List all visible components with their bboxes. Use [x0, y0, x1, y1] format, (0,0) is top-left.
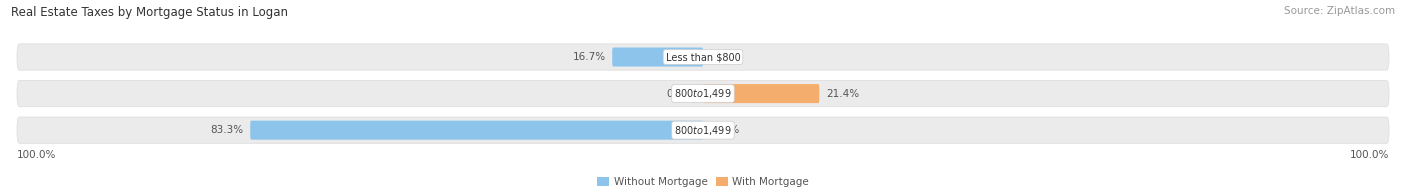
- Text: Real Estate Taxes by Mortgage Status in Logan: Real Estate Taxes by Mortgage Status in …: [11, 6, 288, 19]
- FancyBboxPatch shape: [17, 81, 1389, 107]
- Text: 0.0%: 0.0%: [666, 89, 693, 99]
- Text: $800 to $1,499: $800 to $1,499: [675, 87, 731, 100]
- FancyBboxPatch shape: [612, 48, 703, 66]
- Text: 0.0%: 0.0%: [713, 52, 740, 62]
- Text: Source: ZipAtlas.com: Source: ZipAtlas.com: [1284, 6, 1395, 16]
- Text: 100.0%: 100.0%: [1350, 150, 1389, 160]
- Legend: Without Mortgage, With Mortgage: Without Mortgage, With Mortgage: [593, 173, 813, 191]
- Text: 83.3%: 83.3%: [211, 125, 243, 135]
- FancyBboxPatch shape: [17, 117, 1389, 143]
- Text: Less than $800: Less than $800: [665, 52, 741, 62]
- Text: 0.0%: 0.0%: [713, 125, 740, 135]
- FancyBboxPatch shape: [703, 84, 820, 103]
- FancyBboxPatch shape: [17, 44, 1389, 70]
- Text: 16.7%: 16.7%: [572, 52, 606, 62]
- Text: 21.4%: 21.4%: [825, 89, 859, 99]
- Text: 100.0%: 100.0%: [17, 150, 56, 160]
- Text: $800 to $1,499: $800 to $1,499: [675, 124, 731, 137]
- FancyBboxPatch shape: [250, 121, 703, 140]
